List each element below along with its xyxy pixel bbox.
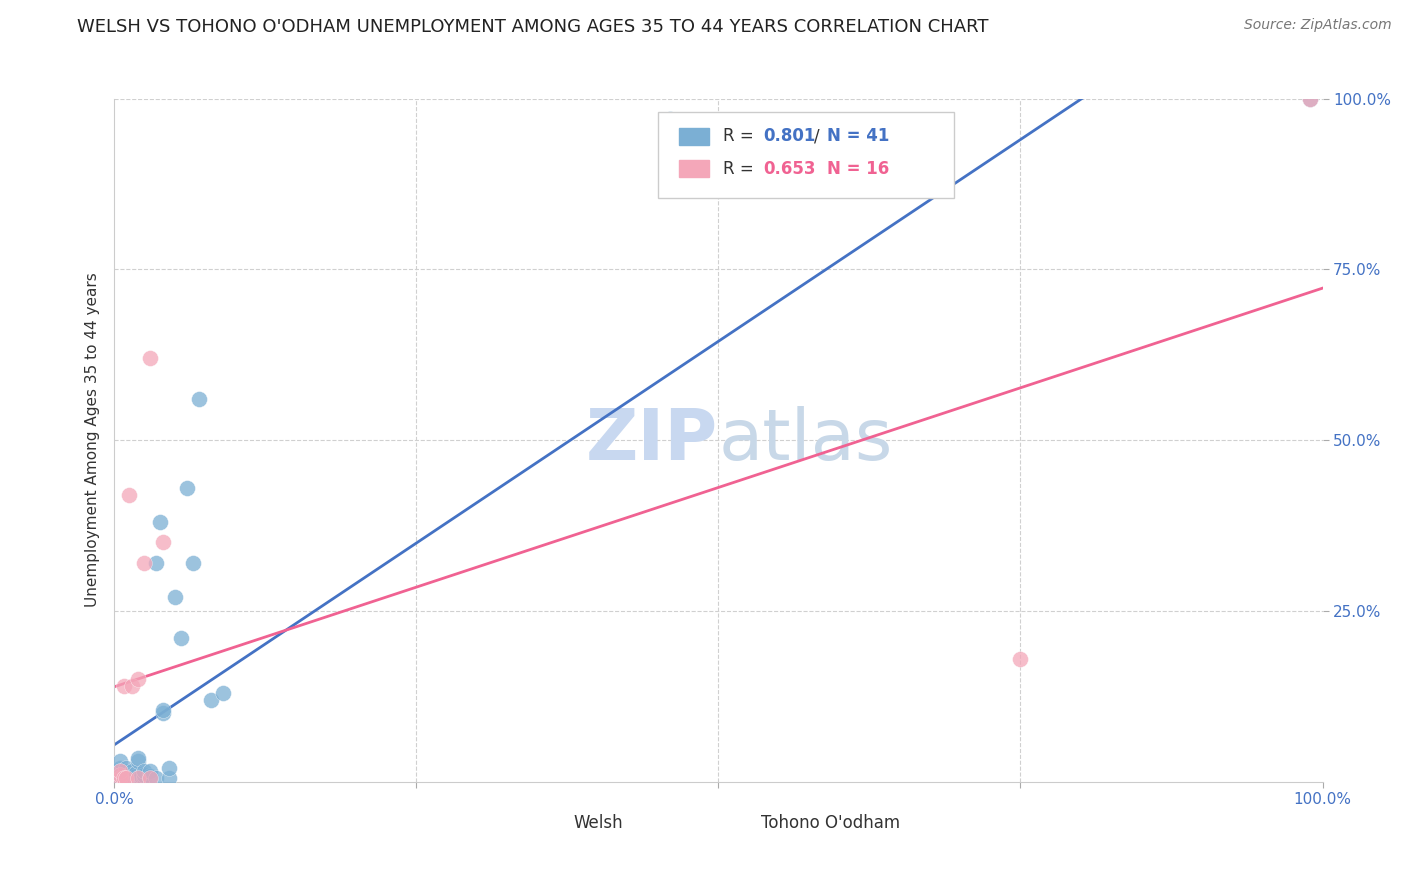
Point (169, 631, 191, 645)
Text: Tohono O'odham: Tohono O'odham (761, 814, 900, 832)
Point (129, 771, 152, 785)
Point (127, 750, 149, 764)
Point (121, 679, 143, 693)
Point (152, 703, 174, 717)
Text: N = 41: N = 41 (827, 128, 890, 145)
Text: 0.801: 0.801 (763, 128, 815, 145)
Text: R =: R = (723, 160, 759, 178)
Point (181, 556, 204, 570)
Point (145, 771, 167, 785)
Point (121, 767, 143, 781)
Point (110, 767, 132, 781)
Text: 0.653: 0.653 (763, 160, 815, 178)
Point (110, 771, 132, 785)
Point (118, 767, 141, 781)
Point (157, 761, 180, 775)
Point (127, 672, 149, 686)
Point (110, 761, 132, 775)
FancyBboxPatch shape (658, 112, 955, 198)
Text: /: / (814, 128, 820, 145)
FancyBboxPatch shape (679, 128, 709, 145)
Point (115, 771, 138, 785)
Point (157, 771, 180, 785)
Point (125, 771, 148, 785)
Point (163, 590, 186, 604)
Point (110, 771, 132, 785)
Point (121, 764, 143, 779)
Point (1299, 92, 1322, 106)
Point (134, 764, 156, 779)
Point (112, 771, 135, 785)
FancyBboxPatch shape (679, 161, 709, 178)
Point (139, 771, 162, 785)
Point (112, 679, 135, 693)
Point (115, 771, 138, 785)
Point (127, 754, 149, 768)
Text: Welsh: Welsh (574, 814, 623, 832)
Point (187, 392, 209, 406)
Point (139, 769, 162, 783)
Point (127, 771, 149, 785)
Text: atlas: atlas (718, 406, 893, 475)
Point (134, 556, 156, 570)
Point (659, 112, 682, 127)
Point (1299, 92, 1322, 106)
Point (134, 767, 156, 781)
Point (110, 767, 132, 781)
Point (1010, 651, 1032, 665)
Point (149, 515, 172, 529)
Text: R =: R = (723, 128, 759, 145)
Point (152, 535, 174, 549)
Point (125, 769, 148, 783)
Point (129, 769, 152, 783)
Point (134, 771, 156, 785)
Point (110, 764, 132, 779)
Point (200, 692, 222, 706)
Text: Source: ZipAtlas.com: Source: ZipAtlas.com (1244, 18, 1392, 32)
Point (115, 764, 138, 779)
Text: N = 16: N = 16 (827, 160, 890, 178)
Point (139, 764, 162, 779)
Point (118, 771, 141, 785)
Text: WELSH VS TOHONO O'ODHAM UNEMPLOYMENT AMONG AGES 35 TO 44 YEARS CORRELATION CHART: WELSH VS TOHONO O'ODHAM UNEMPLOYMENT AMO… (77, 18, 988, 36)
Point (139, 351, 162, 365)
Point (152, 706, 174, 721)
Point (118, 488, 141, 502)
Point (110, 754, 132, 768)
Point (145, 556, 167, 570)
Point (112, 771, 135, 785)
Point (176, 481, 198, 495)
Y-axis label: Unemployment Among Ages 35 to 44 years: Unemployment Among Ages 35 to 44 years (86, 273, 100, 607)
FancyBboxPatch shape (731, 815, 756, 830)
Point (112, 767, 135, 781)
Point (125, 766, 148, 780)
Point (115, 761, 138, 775)
FancyBboxPatch shape (543, 815, 569, 830)
Point (212, 686, 235, 700)
Text: ZIP: ZIP (586, 406, 718, 475)
